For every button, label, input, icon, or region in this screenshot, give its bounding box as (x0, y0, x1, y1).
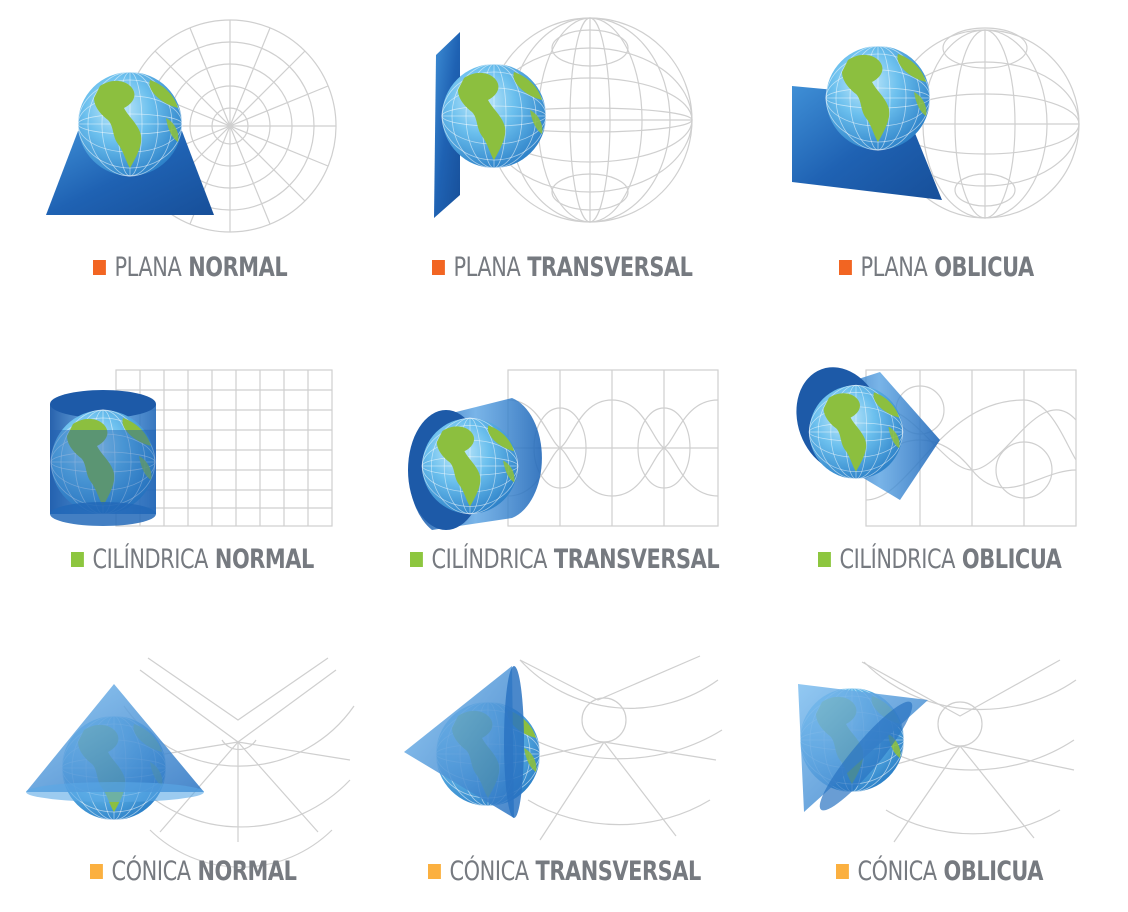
plana-oblicua-illustration (792, 27, 1080, 219)
caption-aspect: NORMAL (188, 252, 288, 283)
cilindrica-transversal-illustration (408, 369, 719, 530)
caption-type: CILÍNDRICA (839, 544, 956, 575)
caption-cilindrica-normal: CILÍNDRICA NORMAL (71, 544, 314, 575)
caption-cilindrica-transversal: CILÍNDRICA TRANSVERSAL (410, 544, 720, 575)
caption-conica-normal: CÓNICA NORMAL (90, 856, 297, 887)
plana-normal-illustration (46, 19, 337, 233)
conica-swatch-icon (90, 864, 103, 879)
caption-type: PLANA (860, 252, 928, 283)
cilindrica-oblicua-illustration (796, 367, 1077, 527)
caption-conica-transversal: CÓNICA TRANSVERSAL (428, 856, 701, 887)
caption-plana-transversal: PLANA TRANSVERSAL (432, 252, 693, 283)
caption-aspect: TRANSVERSAL (527, 252, 693, 283)
caption-conica-oblicua: CÓNICA OBLICUA (836, 856, 1043, 887)
caption-aspect: OBLICUA (943, 856, 1044, 887)
caption-plana-normal: PLANA NORMAL (93, 252, 288, 283)
caption-aspect: NORMAL (214, 544, 314, 575)
cilindrica-swatch-icon (410, 552, 423, 567)
conica-swatch-icon (836, 864, 849, 879)
cilindrica-swatch-icon (818, 552, 831, 567)
caption-cilindrica-oblicua: CILÍNDRICA OBLICUA (818, 544, 1062, 575)
plana-swatch-icon (93, 260, 106, 275)
caption-type: CILÍNDRICA (92, 544, 209, 575)
caption-aspect: OBLICUA (961, 544, 1062, 575)
caption-aspect: TRANSVERSAL (553, 544, 720, 575)
cilindrica-normal-illustration (50, 369, 333, 527)
caption-aspect: TRANSVERSAL (535, 856, 702, 887)
caption-type: CÓNICA (857, 856, 938, 887)
conica-normal-illustration (26, 657, 355, 868)
caption-type: PLANA (114, 252, 182, 283)
conica-oblicua-illustration (798, 659, 1077, 843)
conica-transversal-illustration (404, 655, 723, 841)
caption-aspect: OBLICUA (934, 252, 1034, 283)
caption-type: PLANA (453, 252, 521, 283)
caption-type: CÓNICA (449, 856, 530, 887)
caption-plana-oblicua: PLANA OBLICUA (839, 252, 1034, 283)
cilindrica-swatch-icon (71, 552, 84, 567)
conica-swatch-icon (428, 864, 441, 879)
plana-swatch-icon (839, 260, 852, 275)
caption-type: CÓNICA (111, 856, 192, 887)
plana-swatch-icon (432, 260, 445, 275)
caption-type: CILÍNDRICA (431, 544, 548, 575)
caption-aspect: NORMAL (197, 856, 297, 887)
plana-transversal-illustration (434, 17, 693, 223)
